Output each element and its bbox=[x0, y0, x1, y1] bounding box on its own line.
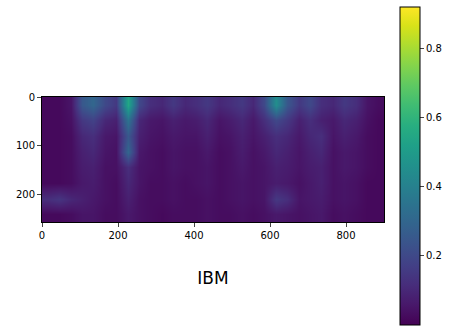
svg-text:100: 100 bbox=[16, 140, 35, 151]
svg-text:0: 0 bbox=[39, 230, 45, 241]
svg-text:200: 200 bbox=[16, 189, 35, 200]
svg-text:0: 0 bbox=[29, 92, 35, 103]
svg-text:0.4: 0.4 bbox=[426, 181, 442, 192]
svg-text:IBM: IBM bbox=[197, 268, 228, 288]
svg-text:200: 200 bbox=[108, 230, 127, 241]
svg-text:0.2: 0.2 bbox=[426, 250, 442, 261]
svg-text:0.6: 0.6 bbox=[426, 112, 442, 123]
svg-text:800: 800 bbox=[336, 230, 355, 241]
svg-text:600: 600 bbox=[260, 230, 279, 241]
svg-text:0.8: 0.8 bbox=[426, 43, 442, 54]
svg-text:400: 400 bbox=[184, 230, 203, 241]
